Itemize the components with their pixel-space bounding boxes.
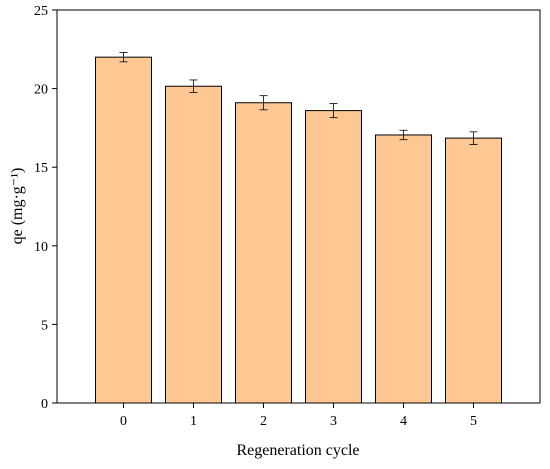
error-bars-layer [119,52,478,145]
bar-cycle-4 [375,134,432,404]
plot-frame [56,9,541,404]
bar-cycle-5 [445,137,502,404]
x-axis-label: Regeneration cycle [236,442,359,459]
y-tick-label-0: 0 [41,397,48,412]
x-tick-label-1: 1 [190,414,197,429]
y-tick-label-10: 10 [34,240,48,255]
bar-cycle-0 [95,56,152,404]
x-tick-label-5: 5 [470,414,477,429]
y-tick-label-20: 20 [34,83,48,98]
bars-layer [95,56,502,404]
x-tick-label-4: 4 [400,414,407,429]
y-axis-label: qe (mg·g⁻¹) [9,168,26,245]
x-tick-label-0: 0 [120,414,127,429]
x-axis-ticks: 0 1 2 3 4 5 [120,403,477,429]
x-tick-label-3: 3 [330,414,337,429]
y-tick-label-25: 25 [34,4,48,19]
bar-cycle-1 [165,85,222,404]
bar-cycle-3 [305,110,362,404]
bar-cycle-2 [235,102,292,404]
y-tick-label-15: 15 [34,161,48,176]
x-tick-label-2: 2 [260,414,267,429]
y-axis-ticks: 0 5 10 15 20 25 [34,4,57,412]
y-tick-label-5: 5 [41,318,48,333]
